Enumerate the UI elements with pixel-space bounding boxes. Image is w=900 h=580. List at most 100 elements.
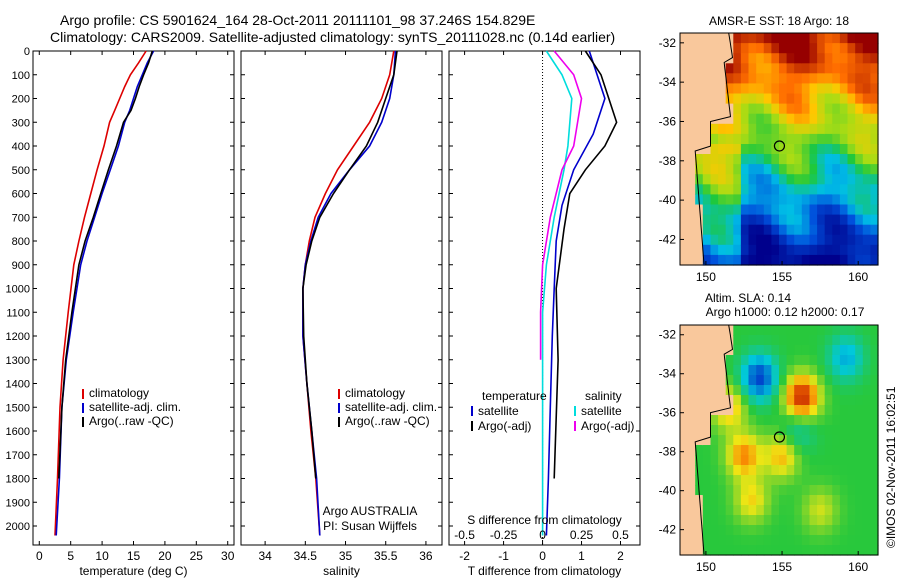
sst-map-ytick-label: -36 xyxy=(659,114,677,128)
sst-map-cell xyxy=(824,184,833,195)
sla-map-cell xyxy=(801,335,810,346)
sla-map-cell xyxy=(824,365,833,376)
sla-map-cell xyxy=(725,335,734,346)
sla-map-cell xyxy=(687,525,696,536)
sst-map-cell xyxy=(786,164,795,175)
sla-map-cell xyxy=(771,455,780,466)
sla-map-cell xyxy=(817,445,826,456)
sst-map-cell xyxy=(817,214,826,226)
sla-map-cell xyxy=(801,455,810,466)
sla-map-cell xyxy=(733,505,742,516)
sla-map-cell xyxy=(733,425,742,436)
sst-map-cell xyxy=(740,133,750,145)
sla-map-cell xyxy=(748,405,757,416)
sst-map-cell xyxy=(725,113,734,125)
sst-map-cell xyxy=(832,63,841,74)
sla-map-cell xyxy=(847,525,856,536)
sst-map-cell xyxy=(695,133,704,145)
sst-map-cell xyxy=(756,244,765,256)
sla-map-cell xyxy=(740,455,750,466)
sst-map-cell xyxy=(801,194,810,206)
sst-map-cell xyxy=(870,113,879,125)
sla-map-cell xyxy=(740,405,750,416)
sst-map-cell xyxy=(733,184,742,195)
sla-map-cell xyxy=(862,435,871,446)
sst-map-cell xyxy=(725,73,734,84)
sla-map-cell xyxy=(862,465,871,476)
sst-map-cell xyxy=(824,214,833,226)
sla-map-cell xyxy=(832,365,841,376)
sst-map-cell xyxy=(794,144,803,155)
sst-map-cell xyxy=(832,214,841,226)
sla-map-xtick-label: 150 xyxy=(696,560,716,574)
sst-map-cell xyxy=(702,133,711,145)
sla-map-cell xyxy=(779,365,788,376)
sst-map-cell xyxy=(695,33,704,44)
sla-map-cell xyxy=(809,415,818,426)
difference-legend-label: Argo(-adj) xyxy=(478,419,531,433)
sla-map-cell xyxy=(733,365,742,376)
sla-map-cell xyxy=(809,545,818,556)
sst-map-cell xyxy=(786,133,795,145)
sst-map-cell xyxy=(725,254,734,266)
sla-map-cell xyxy=(680,505,689,516)
sst-map-cell xyxy=(733,63,742,74)
sla-map-cell xyxy=(817,345,826,356)
sla-map-cell xyxy=(847,505,856,516)
sst-map-cell xyxy=(801,204,810,216)
sst-map-cell xyxy=(748,194,757,206)
sst-map-cell xyxy=(710,133,719,145)
sla-map-cell xyxy=(839,445,849,456)
sla-map-cell xyxy=(718,475,727,486)
sla-map-cell xyxy=(687,375,696,386)
sla-map-cell xyxy=(718,545,727,556)
sst-map-cell xyxy=(756,234,765,246)
sla-map-cell xyxy=(862,515,871,526)
sla-map-cell xyxy=(786,375,795,386)
sla-map-cell xyxy=(870,435,879,446)
sla-map-cell xyxy=(756,335,765,346)
sst-map-cell xyxy=(740,53,750,64)
sst-map-field xyxy=(680,33,879,266)
sla-map-cell xyxy=(680,425,689,436)
sla-map-cell xyxy=(786,485,795,496)
sst-map-cell xyxy=(870,123,879,135)
sla-map-cell xyxy=(756,325,765,336)
sla-map-cell xyxy=(695,395,704,406)
sst-map-cell xyxy=(710,234,719,246)
sst-map-cell xyxy=(763,154,772,165)
sst-map-cell xyxy=(817,103,826,115)
sla-map-cell xyxy=(771,395,780,406)
sla-map-cell xyxy=(702,395,711,406)
sst-map-xtick-label: 150 xyxy=(696,270,716,284)
sla-map-cell xyxy=(847,535,856,546)
sla-map-cell xyxy=(847,345,856,356)
sla-map-cell xyxy=(733,525,742,536)
sla-map-cell xyxy=(725,375,734,386)
sst-map-ytick-label: -42 xyxy=(659,232,677,246)
sla-map-cell xyxy=(771,495,780,506)
sst-map-cell xyxy=(756,83,765,95)
sst-map-cell xyxy=(733,83,742,95)
sla-map-cell xyxy=(718,465,727,476)
sst-map-cell xyxy=(801,174,810,185)
sst-map-cell xyxy=(740,73,750,84)
sla-map-cell xyxy=(779,445,788,456)
sla-map-cell xyxy=(794,485,803,496)
sla-map-cell xyxy=(817,365,826,376)
sst-map-cell xyxy=(870,73,879,84)
sst-map-cell xyxy=(839,83,849,95)
sla-map-cell xyxy=(809,495,818,506)
sla-map-cell xyxy=(832,325,841,336)
sla-map-cell xyxy=(870,485,879,496)
sst-map-cell xyxy=(809,33,818,44)
sst-map-cell xyxy=(763,244,772,256)
sla-map-cell xyxy=(832,415,841,426)
temperature-ytick-label: 400 xyxy=(12,141,30,153)
sla-map-cell xyxy=(695,515,704,526)
sla-map-cell xyxy=(794,465,803,476)
sst-map-cell xyxy=(756,164,765,175)
sla-map-cell xyxy=(786,515,795,526)
sla-map-cell xyxy=(862,345,871,356)
sst-map-cell xyxy=(702,123,711,135)
